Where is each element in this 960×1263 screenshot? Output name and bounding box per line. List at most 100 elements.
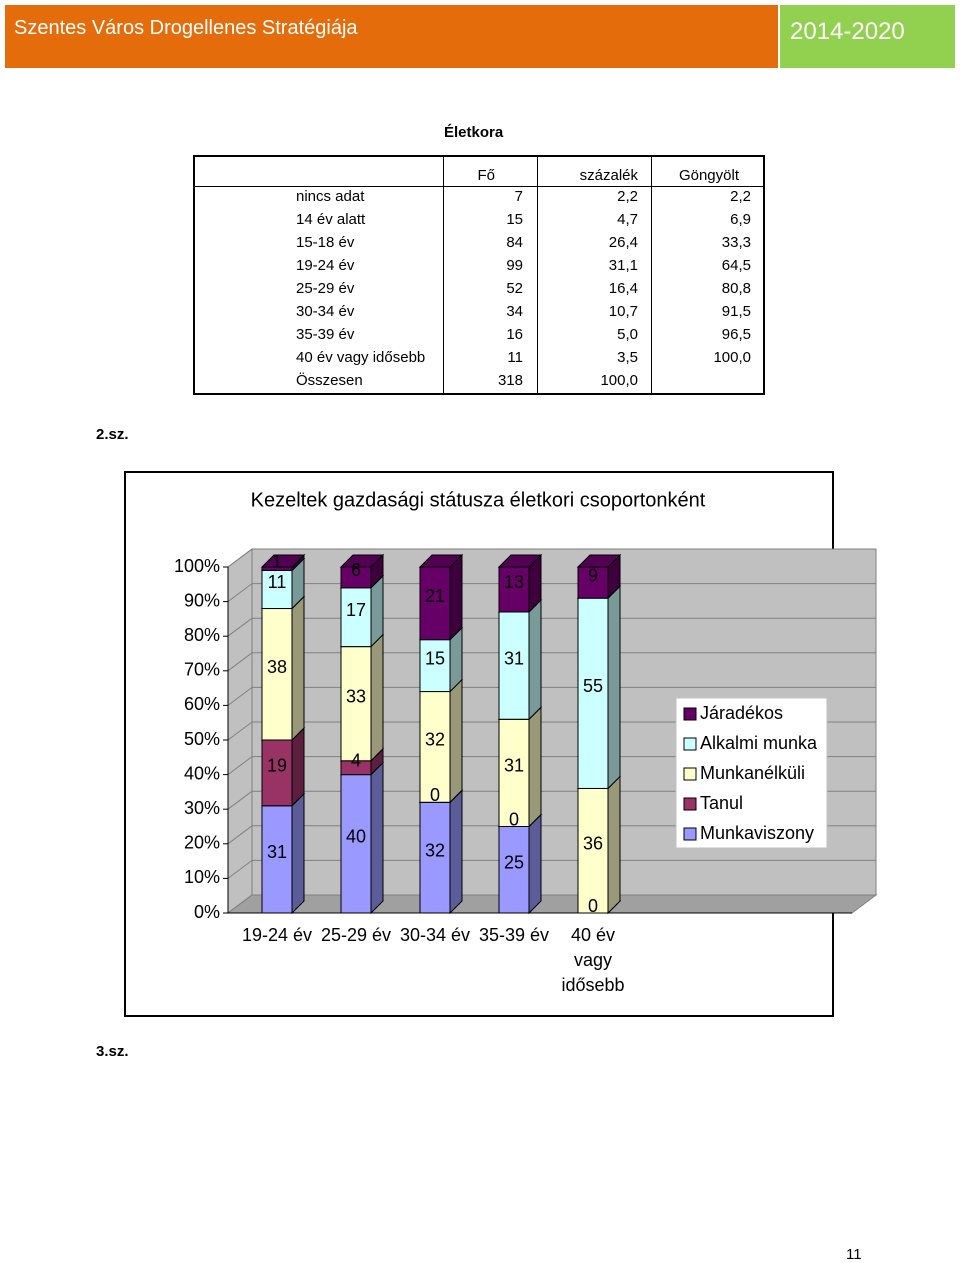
legend-label: Alkalmi munka	[700, 733, 818, 753]
grid-line	[227, 652, 253, 672]
column-rule	[443, 157, 444, 393]
bar-segment	[419, 801, 451, 914]
table-cell: 16	[506, 326, 523, 343]
data-label: 32	[425, 730, 445, 750]
bar-side	[607, 584, 621, 790]
bar-side	[291, 726, 305, 807]
data-label: 21	[425, 586, 445, 606]
column-header: százalék	[579, 167, 638, 184]
y-tick-label: 0%	[194, 902, 220, 922]
data-label: 40	[346, 827, 366, 847]
data-label: 25	[504, 853, 524, 873]
table-cell: 64,5	[721, 257, 751, 274]
header-rule	[195, 186, 763, 187]
data-label: 11	[268, 572, 287, 592]
header-years: 2014-2020	[790, 18, 905, 45]
row-label: 35-39 év	[296, 326, 355, 343]
data-label: 33	[346, 686, 366, 706]
table-cell: 100,0	[713, 349, 751, 366]
x-tick-label: 25-29 év	[320, 925, 392, 945]
y-tick-label: 90%	[184, 590, 220, 610]
table-cell: 31,1	[608, 257, 638, 274]
x-tick-label: 35-39 év	[478, 925, 550, 945]
table-cell: 80,8	[721, 280, 751, 297]
legend-label: Járadékos	[700, 703, 783, 723]
row-label: 40 év vagy idősebb	[296, 349, 426, 366]
page-number: 11	[846, 1246, 862, 1263]
bar-segment	[498, 566, 530, 613]
data-label: 38	[267, 657, 287, 677]
y-tick-label: 50%	[184, 729, 220, 749]
table-cell: 91,5	[721, 303, 751, 320]
legend-swatch	[683, 707, 697, 721]
row-label: 19-24 év	[296, 257, 355, 274]
table-cell: 84	[506, 234, 523, 251]
y-tick-label: 30%	[184, 798, 220, 818]
table-cell: 96,5	[721, 326, 751, 343]
table-cell: 5,0	[617, 326, 638, 343]
bar-side	[528, 598, 542, 721]
grid-line	[227, 860, 253, 879]
bar-segment	[340, 646, 372, 762]
table: Fő százalék Göngyölt nincs adat 7 2,2 2,2 14 év…	[193, 155, 765, 395]
table-cell: 2,2	[617, 188, 638, 205]
table-cell: 52	[506, 280, 523, 297]
row-label: 14 év alatt	[296, 211, 366, 228]
table-cell: 100,0	[600, 372, 638, 389]
bar-segment	[577, 787, 609, 914]
bar-side	[607, 775, 621, 915]
table-title: Életkora	[444, 124, 504, 141]
legend-swatch	[683, 827, 697, 841]
table-cell: 6,9	[730, 211, 751, 228]
chart-title: Kezeltek gazdasági státusza életkori cso…	[251, 489, 706, 511]
caption: 3.sz.	[96, 1043, 129, 1060]
y-tick-label: 10%	[184, 867, 220, 887]
x-tick-label: 40 év vagy idősebb	[561, 925, 625, 995]
data-label: 15	[425, 648, 445, 668]
row-label: 30-34 év	[296, 303, 355, 320]
bar-side	[528, 706, 542, 828]
table-cell: 16,4	[608, 280, 638, 297]
bar-top	[576, 554, 622, 568]
data-label: 55	[583, 676, 603, 696]
y-tick-label: 80%	[184, 625, 220, 645]
floor	[226, 894, 878, 914]
table-cell: 99	[506, 257, 523, 274]
data-label: 1	[272, 551, 282, 571]
data-label: 0	[430, 785, 440, 805]
table-cell: 15	[506, 211, 523, 228]
grid-line	[227, 548, 253, 568]
data-label: 0	[509, 809, 519, 829]
bar-side	[449, 553, 463, 641]
header-bar	[5, 5, 778, 68]
legend-label: Munkaviszony	[700, 823, 814, 843]
data-label: 17	[346, 600, 366, 620]
bar-top	[339, 554, 385, 568]
legend-label: Tanul	[700, 793, 743, 813]
bar-side	[449, 678, 463, 804]
grid-line	[227, 790, 253, 810]
grid-line	[227, 617, 253, 637]
column-rule	[537, 157, 538, 393]
bar-side	[449, 789, 463, 915]
bar-segment	[577, 566, 609, 599]
row-label: Összesen	[296, 372, 363, 389]
table-cell: 34	[506, 303, 523, 320]
bar-segment	[498, 611, 530, 720]
data-label: 4	[351, 750, 361, 770]
legend-label: Munkanélküli	[700, 763, 805, 783]
table-cell: 7	[514, 188, 523, 205]
legend-swatch	[683, 767, 697, 781]
row-label: nincs adat	[296, 188, 365, 205]
header-years-bar	[780, 5, 955, 68]
bar-top	[418, 554, 464, 568]
grid-line	[227, 583, 253, 602]
x-tick-label: 19-24 év	[241, 925, 313, 945]
column-rule	[651, 157, 652, 393]
column-header: Göngyölt	[678, 167, 739, 184]
table-cell: 26,4	[608, 234, 638, 251]
x-tick-label: 30-34 év	[399, 925, 471, 945]
bar-segment	[498, 826, 530, 914]
